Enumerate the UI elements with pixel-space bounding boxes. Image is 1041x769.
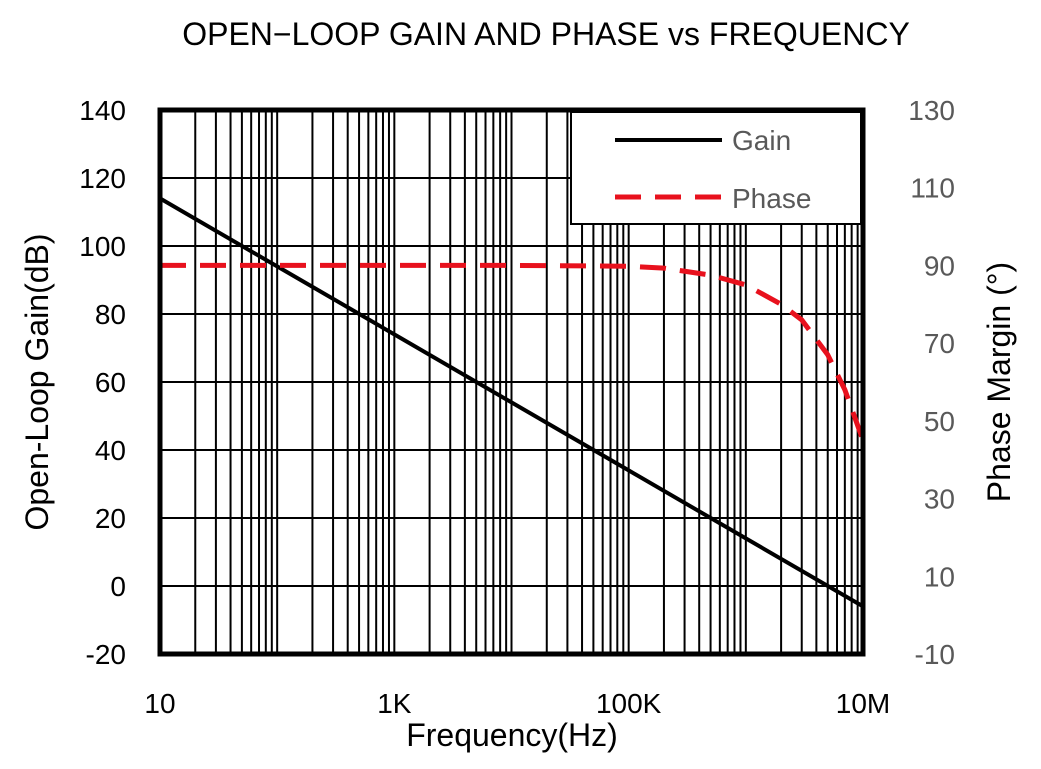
y2-tick-label: 30 xyxy=(924,484,955,515)
y-tick-label: 80 xyxy=(95,299,126,330)
y2-axis-label: Phase Margin (°) xyxy=(981,262,1017,502)
y2-tick-label: 110 xyxy=(910,173,955,204)
series-phase-line xyxy=(160,262,866,442)
x-tick-label: 10 xyxy=(144,688,175,719)
x-axis-label: Frequency(Hz) xyxy=(406,717,618,753)
y2-tick-label: 50 xyxy=(924,406,955,437)
y-tick-label: 120 xyxy=(79,163,126,194)
y-tick-label: 20 xyxy=(95,503,126,534)
y-axis-label: Open-Loop Gain(dB) xyxy=(19,233,55,530)
legend-box xyxy=(570,111,862,225)
y2-tick-label: 130 xyxy=(908,95,955,126)
y-tick-label: 140 xyxy=(79,95,126,126)
y-tick-label: 0 xyxy=(110,571,126,602)
x-tick-label: 1K xyxy=(377,688,412,719)
y2-tick-label: 90 xyxy=(924,250,955,281)
legend-label-phase: Phase xyxy=(732,183,811,214)
y-tick-label: 40 xyxy=(95,435,126,466)
x-tick-label: 100K xyxy=(596,688,662,719)
chart-title: OPEN−LOOP GAIN AND PHASE vs FREQUENCY xyxy=(182,16,910,52)
y2-tick-label: -10 xyxy=(915,639,955,670)
plot-frame xyxy=(157,107,866,657)
y-tick-label: 60 xyxy=(95,367,126,398)
legend: Gain Phase xyxy=(570,111,862,225)
legend-label-gain: Gain xyxy=(732,125,791,156)
y-tick-label: -20 xyxy=(86,639,126,670)
series-gain-line xyxy=(158,196,865,609)
series-layer xyxy=(158,196,866,609)
y-tick-label: 100 xyxy=(79,231,126,262)
tick-labels: 10 1K 100K 10M -20 0 20 40 60 80 100 120 140 -10 10 30 5… xyxy=(79,95,955,719)
y2-tick-label: 70 xyxy=(924,328,955,359)
y2-tick-label: 10 xyxy=(924,561,955,592)
x-tick-label: 10M xyxy=(836,688,890,719)
grid xyxy=(159,109,863,655)
